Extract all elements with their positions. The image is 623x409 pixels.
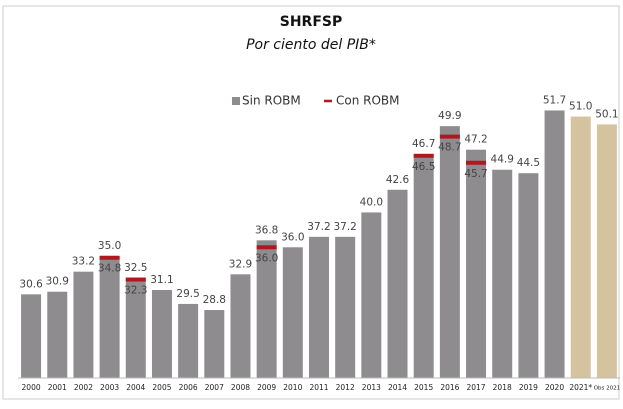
x-tick-label: 2018 xyxy=(493,383,512,392)
x-tick-label: 2014 xyxy=(388,383,407,392)
x-tick-label: 2005 xyxy=(152,383,171,392)
value-label: 46.7 xyxy=(412,138,435,150)
x-tick-label: 2011 xyxy=(309,383,328,392)
value-label: 37.2 xyxy=(333,221,356,233)
value-label: 48.7 xyxy=(438,142,461,154)
x-tick-label: 2008 xyxy=(231,383,250,392)
x-tick-label: 2020 xyxy=(545,383,564,392)
value-label: 51.0 xyxy=(569,101,592,113)
bar xyxy=(387,189,408,378)
con-robm-marker xyxy=(466,160,487,165)
value-label: 32.9 xyxy=(229,258,252,270)
value-label: 50.1 xyxy=(595,108,618,120)
value-label: 51.7 xyxy=(543,94,566,106)
bar xyxy=(47,291,68,378)
x-tick-label: 2015 xyxy=(414,383,433,392)
x-tick-label: 2004 xyxy=(126,383,145,392)
value-label: 29.5 xyxy=(176,288,199,300)
bar xyxy=(178,303,199,378)
bar xyxy=(439,126,460,379)
value-label: 36.8 xyxy=(255,224,278,236)
legend-label: Sin ROBM xyxy=(242,94,301,108)
value-label: 30.6 xyxy=(19,278,43,290)
value-label: 31.1 xyxy=(150,274,173,286)
value-label: 49.9 xyxy=(438,110,461,122)
value-label: 32.3 xyxy=(124,285,147,297)
value-label: 34.8 xyxy=(98,263,121,275)
value-label: 42.6 xyxy=(386,174,410,186)
x-tick-label: 2009 xyxy=(257,383,276,392)
con-robm-marker xyxy=(99,255,120,260)
legend-swatch xyxy=(232,97,240,105)
bar xyxy=(570,116,591,379)
value-label: 46.5 xyxy=(412,161,435,173)
x-tick-label: 2016 xyxy=(440,383,459,392)
bar xyxy=(230,274,251,378)
bar xyxy=(309,236,329,378)
x-tick-label: 2013 xyxy=(362,383,381,392)
con-robm-marker xyxy=(413,153,434,158)
x-tick-label: 2017 xyxy=(466,383,485,392)
value-label: 44.9 xyxy=(491,154,514,166)
bar xyxy=(413,154,434,378)
value-label: 28.8 xyxy=(203,294,226,306)
value-label: 30.9 xyxy=(46,276,69,288)
con-robm-marker xyxy=(439,134,460,139)
bar xyxy=(21,294,42,378)
x-tick-label: 2010 xyxy=(283,383,302,392)
frame xyxy=(2,5,620,400)
x-tick-label: 2007 xyxy=(205,383,224,392)
value-label: 36.0 xyxy=(281,231,304,243)
con-robm-marker xyxy=(256,245,277,250)
bar xyxy=(466,149,487,378)
x-tick-label: 2001 xyxy=(48,383,67,392)
bar xyxy=(99,256,120,378)
value-label: 44.5 xyxy=(517,157,540,169)
bar xyxy=(544,110,565,378)
value-label: 35.0 xyxy=(98,240,121,252)
bar xyxy=(492,169,513,378)
value-label: 36.0 xyxy=(255,252,278,264)
con-robm-marker xyxy=(125,277,146,282)
bar xyxy=(335,236,356,378)
x-tick-label: 2021* xyxy=(569,383,592,392)
chart-subtitle: Por ciento del PIB* xyxy=(246,37,376,53)
value-label: 47.2 xyxy=(464,134,487,146)
value-label: 32.5 xyxy=(124,262,147,274)
x-tick-label: 2012 xyxy=(336,383,355,392)
bar xyxy=(518,173,539,378)
bar xyxy=(596,124,617,379)
bar xyxy=(73,271,94,378)
x-tick-label: 2003 xyxy=(100,383,119,392)
value-label: 37.2 xyxy=(307,221,330,233)
x-tick-label: 2006 xyxy=(179,383,198,392)
bar xyxy=(151,289,172,378)
bar xyxy=(204,310,225,378)
bar xyxy=(361,212,382,378)
bar xyxy=(125,277,146,378)
value-label: 33.2 xyxy=(72,256,95,268)
x-tick-label: 2000 xyxy=(22,383,41,392)
x-tick-label: 2019 xyxy=(519,383,538,392)
value-label: 40.0 xyxy=(360,196,383,208)
bar xyxy=(282,247,303,378)
legend-label: Con ROBM xyxy=(336,94,400,108)
value-label: 45.7 xyxy=(464,168,487,180)
x-tick-label: Obs 2021 xyxy=(594,386,620,392)
bar xyxy=(256,240,277,378)
x-tick-label: 2002 xyxy=(74,383,93,392)
chart-title: SHRFSP xyxy=(280,14,343,30)
